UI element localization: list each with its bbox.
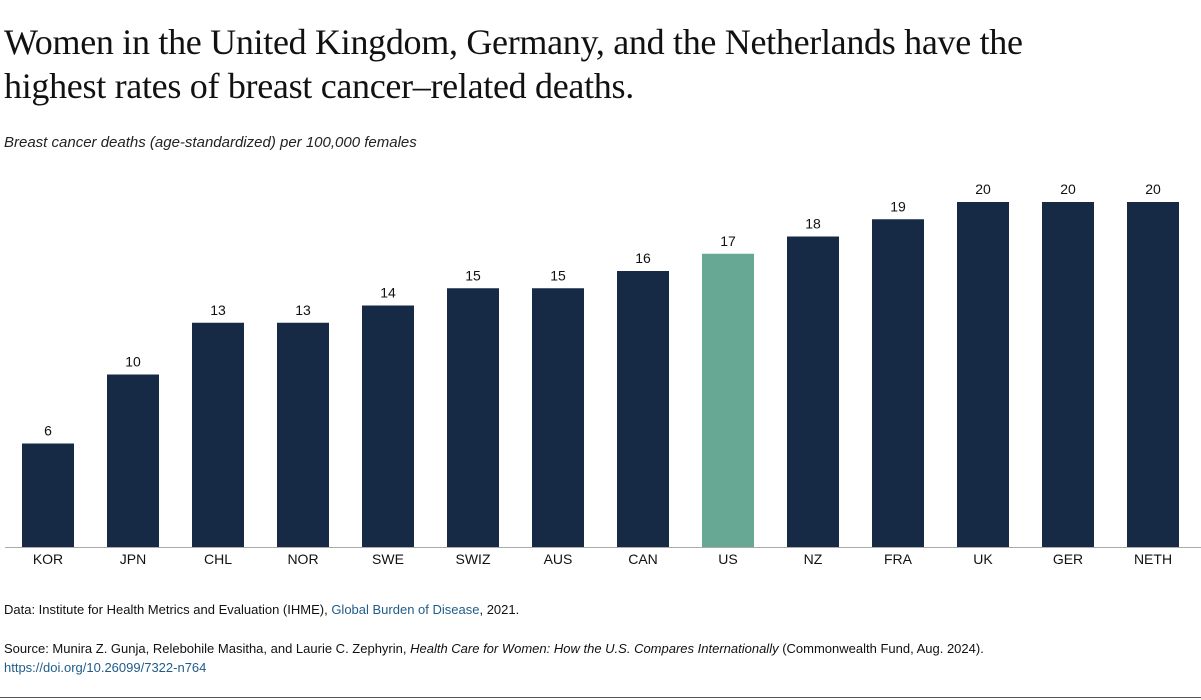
value-label: 19 — [890, 198, 906, 214]
x-tick-label: FRA — [884, 551, 913, 567]
x-tick-label: NETH — [1134, 551, 1172, 567]
bar — [277, 322, 329, 547]
x-tick-label: SWIZ — [456, 551, 491, 567]
value-label: 13 — [210, 302, 226, 318]
value-label: 13 — [295, 302, 311, 318]
x-tick-label: SWE — [372, 551, 404, 567]
link[interactable]: https://doi.org/10.26099/7322-n764 — [4, 660, 207, 675]
x-tick-label: AUS — [544, 551, 573, 567]
value-label: 14 — [380, 285, 396, 301]
x-tick-label: JPN — [120, 551, 146, 567]
note-text: Data: Institute for Health Metrics and E… — [4, 602, 332, 617]
note-text: (Commonwealth Fund, Aug. 2024). — [778, 641, 984, 656]
value-label: 6 — [44, 423, 52, 439]
note-text: Source: Munira Z. Gunja, Relebohile Masi… — [4, 641, 411, 656]
value-label: 15 — [550, 267, 566, 283]
x-tick-label: GER — [1053, 551, 1083, 567]
bar — [362, 305, 414, 547]
bar — [787, 236, 839, 547]
border — [0, 697, 1201, 698]
x-tick-label: CAN — [628, 551, 658, 567]
chart: KOR 6 JPN 10 CHL 13 NOR 13 SWE 14 SWIZ 15 AUS 15 CAN 16… — [5, 181, 1201, 567]
bar — [702, 253, 754, 547]
note-text: , 2021. — [479, 602, 520, 617]
bar — [1127, 202, 1179, 547]
x-tick-label: US — [718, 551, 737, 567]
chart-subtitle: Breast cancer deaths (age-standardized) … — [4, 134, 417, 151]
value-label: 20 — [1060, 181, 1076, 197]
bar — [532, 288, 584, 547]
value-label: 18 — [805, 216, 821, 232]
bar — [1042, 202, 1094, 547]
value-label: 20 — [1145, 181, 1161, 197]
x-tick-label: NZ — [804, 551, 823, 567]
bar — [192, 322, 244, 547]
value-label: 15 — [465, 267, 481, 283]
x-tick-label: NOR — [287, 551, 318, 567]
data-note: Data: Institute for Health Metrics and E… — [4, 600, 519, 619]
value-label: 16 — [635, 250, 651, 266]
bar — [447, 288, 499, 547]
report-title: Health Care for Women: How the U.S. Comp… — [410, 641, 779, 656]
value-label: 17 — [720, 233, 736, 249]
x-tick-label: CHL — [204, 551, 232, 567]
source-note: Source: Munira Z. Gunja, Relebohile Masi… — [4, 639, 984, 677]
bar — [872, 219, 924, 547]
bar — [617, 271, 669, 547]
x-tick-label: UK — [973, 551, 993, 567]
bar — [107, 374, 159, 547]
x-tick-label: KOR — [33, 551, 63, 567]
link[interactable]: Global Burden of Disease — [331, 602, 480, 617]
value-label: 20 — [975, 181, 991, 197]
value-label: 10 — [125, 354, 141, 370]
bar — [957, 202, 1009, 547]
bar — [22, 443, 74, 547]
chart-title: Women in the United Kingdom, Germany, an… — [4, 22, 1023, 106]
